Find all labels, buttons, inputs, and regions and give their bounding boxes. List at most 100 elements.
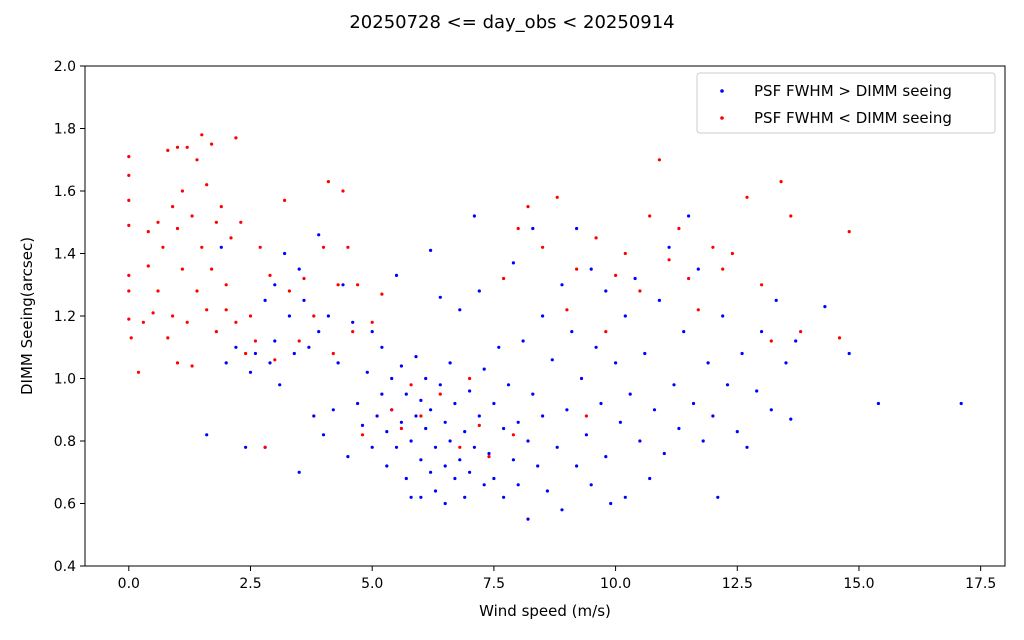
point-psf-greater-152	[784, 361, 788, 365]
point-psf-less-105	[789, 214, 793, 218]
point-psf-greater-114	[589, 483, 593, 487]
point-psf-greater-43	[394, 445, 399, 449]
point-psf-greater-131	[662, 451, 666, 456]
point-psf-less-19	[171, 314, 175, 318]
point-psf-greater-151	[774, 298, 778, 302]
point-psf-less-16	[166, 148, 170, 152]
point-psf-greater-18	[302, 298, 306, 302]
point-psf-less-5	[127, 289, 131, 293]
point-psf-greater-69	[453, 476, 457, 481]
point-psf-less-66	[360, 433, 365, 437]
point-psf-greater-65	[443, 420, 447, 424]
point-psf-less-26	[185, 145, 189, 149]
point-psf-less-88	[604, 330, 608, 334]
point-psf-less-57	[312, 314, 316, 318]
point-psf-greater-119	[609, 501, 613, 506]
point-psf-less-89	[614, 273, 618, 277]
point-psf-greater-149	[760, 330, 764, 334]
point-psf-less-9	[141, 320, 145, 324]
point-psf-greater-135	[682, 330, 686, 334]
point-psf-less-93	[657, 158, 662, 162]
point-psf-less-60	[331, 351, 335, 356]
point-psf-greater-21	[317, 330, 321, 334]
point-psf-greater-154	[794, 339, 798, 343]
point-psf-less-53	[283, 198, 287, 202]
point-psf-greater-87	[502, 426, 506, 431]
point-psf-greater-7	[263, 298, 267, 302]
point-psf-greater-150	[769, 408, 773, 412]
point-psf-less-77	[487, 455, 491, 459]
point-psf-greater-9	[268, 361, 272, 365]
point-psf-greater-35	[375, 414, 379, 418]
point-psf-less-81	[526, 205, 530, 209]
point-psf-greater-130	[657, 298, 662, 302]
point-psf-less-23	[180, 189, 184, 193]
point-psf-greater-11	[273, 339, 277, 343]
point-psf-greater-155	[823, 305, 827, 309]
point-psf-less-41	[224, 308, 228, 312]
point-psf-greater-23	[321, 433, 326, 437]
point-psf-greater-122	[623, 314, 627, 318]
point-psf-less-32	[200, 245, 204, 249]
point-psf-greater-123	[623, 495, 627, 499]
point-psf-less-7	[129, 336, 133, 340]
point-psf-greater-78	[472, 445, 476, 449]
point-psf-greater-129	[652, 408, 657, 412]
point-psf-greater-61	[433, 445, 438, 449]
point-psf-greater-38	[385, 464, 389, 468]
point-psf-greater-144	[725, 383, 730, 387]
point-psf-greater-27	[341, 283, 345, 287]
point-psf-less-78	[502, 276, 506, 281]
point-psf-greater-76	[468, 470, 472, 474]
point-psf-greater-59	[429, 248, 433, 252]
point-psf-greater-120	[614, 361, 618, 365]
point-psf-greater-138	[696, 267, 700, 271]
point-psf-less-92	[648, 214, 652, 218]
point-psf-less-54	[287, 289, 291, 293]
point-psf-less-79	[511, 433, 515, 437]
point-psf-greater-84	[492, 401, 496, 406]
point-psf-less-90	[623, 251, 627, 256]
point-psf-less-51	[268, 273, 272, 277]
point-psf-greater-51	[414, 414, 418, 418]
point-psf-greater-53	[419, 398, 423, 402]
x-tick-label-0: 0.0	[118, 576, 140, 592]
point-psf-less-85	[575, 267, 579, 271]
point-psf-less-13	[156, 220, 160, 224]
point-psf-greater-157	[876, 401, 881, 406]
point-psf-greater-3	[234, 345, 238, 349]
point-psf-greater-127	[643, 351, 647, 356]
point-psf-greater-116	[599, 401, 603, 406]
point-psf-greater-142	[716, 495, 720, 499]
point-psf-greater-106	[560, 283, 564, 287]
point-psf-less-20	[175, 145, 180, 149]
point-psf-less-33	[205, 183, 209, 187]
point-psf-greater-156	[847, 351, 851, 356]
point-psf-less-68	[380, 292, 384, 296]
point-psf-greater-57	[429, 470, 433, 474]
point-psf-less-17	[166, 336, 170, 340]
point-psf-less-50	[263, 445, 267, 449]
point-psf-less-76	[477, 423, 481, 427]
point-psf-less-102	[760, 283, 764, 287]
point-psf-less-1	[127, 173, 131, 177]
point-psf-greater-115	[594, 345, 598, 349]
point-psf-greater-16	[297, 470, 301, 474]
point-psf-greater-36	[380, 392, 384, 396]
point-psf-greater-24	[326, 314, 330, 318]
point-psf-greater-98	[531, 392, 535, 396]
point-psf-less-106	[799, 330, 803, 334]
point-psf-less-104	[779, 180, 783, 184]
point-psf-less-8	[136, 370, 141, 374]
point-psf-greater-89	[506, 383, 511, 387]
point-psf-less-80	[516, 226, 520, 231]
point-psf-less-45	[239, 220, 243, 224]
point-psf-less-2	[127, 198, 131, 202]
point-psf-less-83	[555, 195, 559, 199]
point-psf-greater-147	[745, 445, 749, 449]
point-psf-less-69	[390, 408, 394, 412]
point-psf-greater-30	[356, 401, 360, 406]
y-tick-label-0: 0.4	[54, 559, 76, 575]
point-psf-less-47	[248, 314, 253, 318]
point-psf-greater-102	[545, 489, 550, 493]
